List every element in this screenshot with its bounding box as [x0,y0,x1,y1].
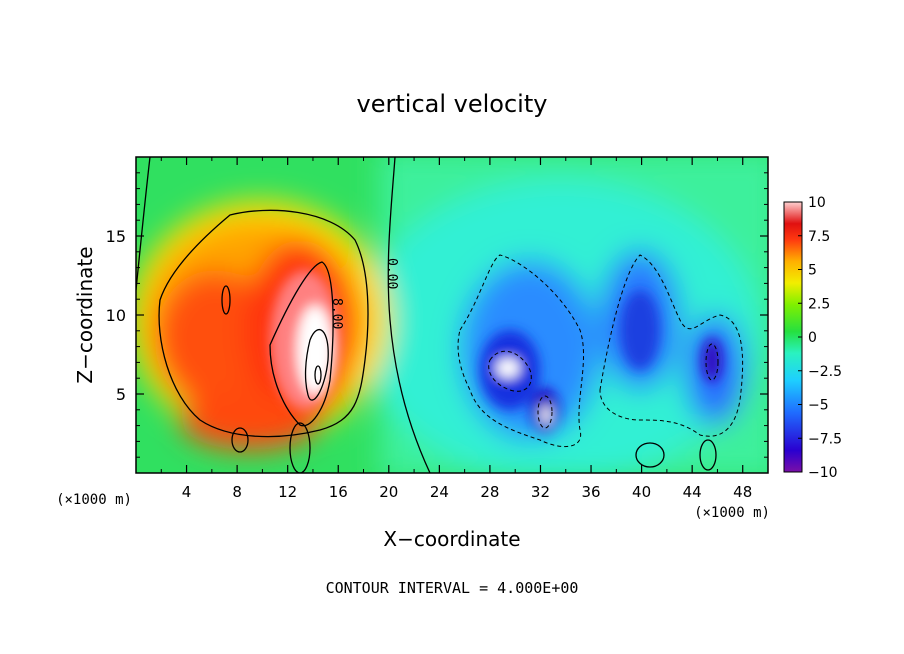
x-tick-label: 8 [232,483,242,501]
x-tick-label: 48 [733,483,752,501]
chart-title: vertical velocity [357,90,548,118]
x-axis: 4 8 12 16 20 24 28 32 36 40 44 48 [160,157,752,501]
y-axis-label: Z−coordinate [73,246,97,383]
heatmap-field: 0.00 8.00 [136,157,768,473]
x-tick-label: 36 [581,483,600,501]
x-tick-label: 32 [531,483,550,501]
colorbar-tick-label: 7.5 [808,229,830,245]
colorbar-tick-label: −7.5 [808,431,842,447]
colorbar: 10 7.5 5 2.5 0 −2.5 −5 −7.5 −10 [783,195,842,481]
x-tick-label: 44 [683,483,702,501]
y-tick-label: 10 [106,306,126,325]
x-axis-label: X−coordinate [383,527,520,551]
colorbar-tick-label: 0 [808,330,817,346]
colorbar-tick-label: 5 [808,263,817,279]
y-tick-label: 5 [116,385,126,404]
y-tick-label: 15 [106,227,126,246]
colorbar-tick-label: 10 [808,195,826,211]
y-unit-label: (×1000 m) [56,492,132,508]
x-tick-label: 16 [329,483,348,501]
x-tick-label: 40 [632,483,651,501]
x-tick-label: 28 [480,483,499,501]
x-tick-label: 4 [182,483,192,501]
colorbar-tick-label: −2.5 [808,364,842,380]
colorbar-tick-label: −10 [808,465,838,481]
colorbar-tick-label: −5 [808,398,829,414]
contour-label: 8.00 [329,298,344,329]
x-unit-label: (×1000 m) [694,505,770,521]
colorbar-tick-label: 2.5 [808,296,830,312]
x-tick-label: 12 [278,483,297,501]
contour-interval-note: CONTOUR INTERVAL = 4.000E+00 [326,579,579,597]
contour-label: 0.00 [384,258,399,289]
x-tick-label: 24 [430,483,449,501]
y-axis: 5 10 15 [106,172,768,458]
x-tick-label: 20 [379,483,398,501]
